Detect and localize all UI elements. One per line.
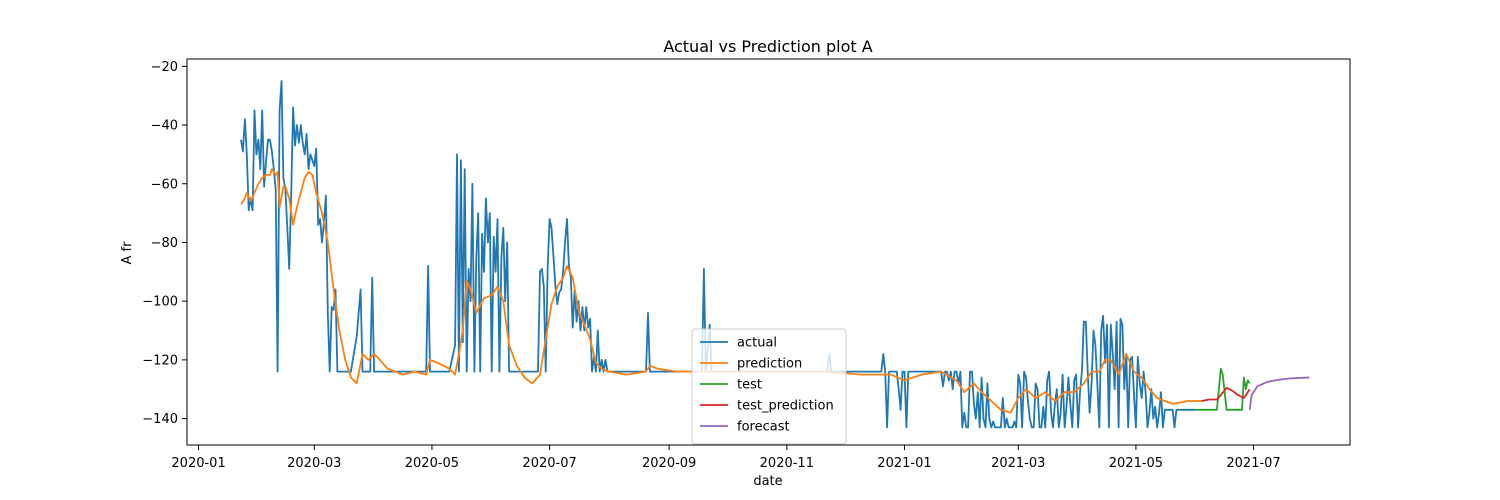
x-tick-label: 2021-01 — [877, 456, 931, 471]
y-tick-label: −100 — [142, 295, 178, 310]
y-tick-label: −20 — [151, 60, 178, 75]
chart-title: Actual vs Prediction plot A — [663, 37, 872, 56]
x-axis-label: date — [753, 474, 782, 489]
y-tick-label: −140 — [142, 412, 178, 427]
series-line-test — [1195, 367, 1251, 411]
x-tick-label: 2020-05 — [405, 456, 459, 471]
series-line-prediction — [240, 168, 1202, 414]
legend-box — [691, 328, 847, 445]
x-tick-label: 2020-09 — [642, 456, 696, 471]
series-line-test-prediction — [1201, 386, 1251, 402]
legend-label-actual: actual — [737, 336, 777, 351]
x-tick-label: 2020-07 — [522, 456, 576, 471]
series-line-forecast — [1248, 376, 1310, 410]
y-tick-label: −120 — [142, 353, 178, 368]
legend-label-forecast: forecast — [737, 420, 790, 435]
legend-label-test-prediction: test_prediction — [737, 399, 834, 414]
x-tick-label: 2021-05 — [1109, 456, 1163, 471]
legend-label-test: test — [737, 378, 762, 393]
x-tick-label: 2021-03 — [991, 456, 1045, 471]
y-tick-label: −60 — [151, 177, 178, 192]
y-tick-label: −40 — [151, 119, 178, 134]
x-tick-label: 2020-03 — [287, 456, 341, 471]
y-axis: −20 −40 −60 −80 −100 −120 −140 — [142, 60, 187, 427]
plot-frame — [186, 58, 1351, 446]
x-axis: 2020-01 2020-03 2020-05 2020-07 2020-09 2020-… — [171, 445, 1281, 471]
x-tick-label: 2021-07 — [1226, 456, 1280, 471]
y-axis-label: A fr — [120, 241, 135, 265]
x-tick-label: 2020-11 — [760, 456, 814, 471]
legend: actual prediction test test_predictionforec… — [691, 328, 847, 445]
y-tick-label: −80 — [151, 236, 178, 251]
legend-label-prediction: prediction — [737, 357, 802, 372]
x-tick-label: 2020-01 — [171, 456, 225, 471]
